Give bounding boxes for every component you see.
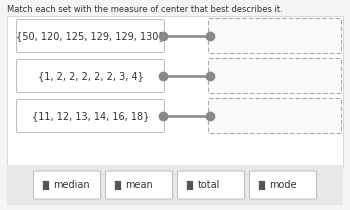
Text: {1, 2, 2, 2, 2, 2, 3, 4}: {1, 2, 2, 2, 2, 2, 3, 4} [37,71,144,81]
Text: mode: mode [270,180,297,190]
Text: median: median [54,180,90,190]
Text: mean: mean [126,180,153,190]
FancyBboxPatch shape [177,171,245,199]
FancyBboxPatch shape [16,59,164,92]
FancyBboxPatch shape [209,98,342,134]
Text: Match each set with the measure of center that best describes it.: Match each set with the measure of cente… [7,5,283,14]
FancyBboxPatch shape [209,18,342,54]
FancyBboxPatch shape [16,100,164,133]
Text: {11, 12, 13, 14, 16, 18}: {11, 12, 13, 14, 16, 18} [32,111,149,121]
Text: total: total [197,180,220,190]
FancyBboxPatch shape [250,171,316,199]
Text: {50, 120, 125, 129, 129, 130}: {50, 120, 125, 129, 129, 130} [16,31,165,41]
FancyBboxPatch shape [105,171,173,199]
FancyBboxPatch shape [7,165,343,205]
FancyBboxPatch shape [7,16,343,168]
FancyBboxPatch shape [209,59,342,93]
FancyBboxPatch shape [16,20,164,52]
FancyBboxPatch shape [34,171,100,199]
